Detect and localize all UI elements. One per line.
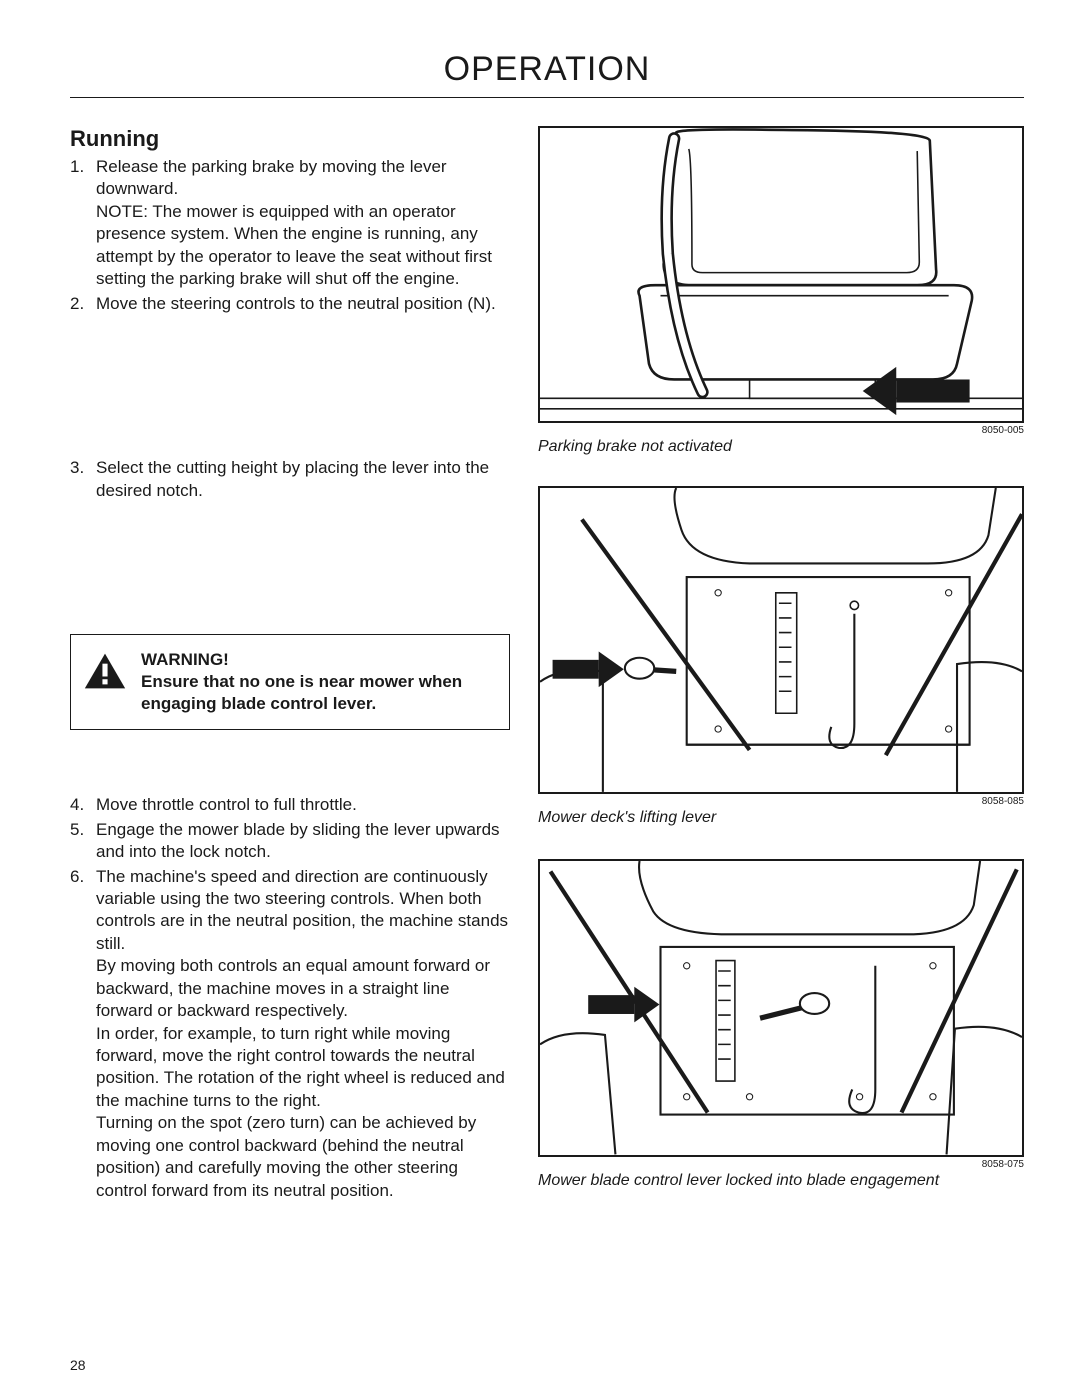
section-subhead: Running bbox=[70, 126, 510, 152]
step-text: Move throttle control to full throttle. bbox=[96, 794, 510, 816]
arrow-left-icon bbox=[863, 367, 970, 415]
title-rule bbox=[70, 97, 1024, 98]
step-number: 3. bbox=[70, 457, 96, 502]
step-number: 2. bbox=[70, 293, 96, 315]
steps-group-1: 1. Release the parking brake by moving t… bbox=[70, 156, 510, 315]
right-column: 8050-005 Parking brake not activated bbox=[538, 126, 1024, 1204]
arrow-right-icon bbox=[588, 987, 659, 1023]
steps-group-2: 3. Select the cutting height by placing … bbox=[70, 457, 510, 502]
step-item: 1. Release the parking brake by moving t… bbox=[70, 156, 510, 291]
step-text: Select the cutting height by placing the… bbox=[96, 457, 510, 502]
warning-body: Ensure that no one is near mower when en… bbox=[141, 671, 497, 715]
figure-parking-brake: 8050-005 Parking brake not activated bbox=[538, 126, 1024, 456]
figure-code: 8058-075 bbox=[538, 1159, 1024, 1170]
step-text: Engage the mower blade by sliding the le… bbox=[96, 819, 510, 864]
arrow-right-icon bbox=[553, 652, 624, 688]
figure-caption: Mower blade control lever locked into bl… bbox=[538, 1172, 1024, 1190]
step-text: The machine's speed and direction are co… bbox=[96, 866, 510, 1203]
step-item: 2. Move the steering controls to the neu… bbox=[70, 293, 510, 315]
warning-icon bbox=[83, 649, 127, 696]
step-item: 3. Select the cutting height by placing … bbox=[70, 457, 510, 502]
page: OPERATION Running 1. Release the parking… bbox=[0, 0, 1080, 1397]
page-number: 28 bbox=[70, 1357, 86, 1373]
figure-blade-control: 8058-075 Mower blade control lever locke… bbox=[538, 859, 1024, 1189]
figure-code: 8058-085 bbox=[538, 796, 1024, 807]
figure-code: 8050-005 bbox=[538, 425, 1024, 436]
step-number: 4. bbox=[70, 794, 96, 816]
warning-box: WARNING! Ensure that no one is near mowe… bbox=[70, 634, 510, 730]
figure-blade-control-svg bbox=[538, 859, 1024, 1156]
warning-text: WARNING! Ensure that no one is near mowe… bbox=[141, 649, 497, 715]
figure-lifting-lever-svg bbox=[538, 486, 1024, 794]
two-column-layout: Running 1. Release the parking brake by … bbox=[70, 126, 1024, 1204]
figure-caption: Parking brake not activated bbox=[538, 438, 1024, 456]
step-item: 6. The machine's speed and direction are… bbox=[70, 866, 510, 1203]
step-item: 4. Move throttle control to full throttl… bbox=[70, 794, 510, 816]
step-text: Move the steering controls to the neutra… bbox=[96, 293, 510, 315]
figure-parking-brake-svg bbox=[538, 126, 1024, 423]
step-number: 1. bbox=[70, 156, 96, 291]
warning-heading: WARNING! bbox=[141, 649, 497, 671]
figure-lifting-lever: 8058-085 Mower deck's lifting lever bbox=[538, 486, 1024, 827]
page-title: OPERATION bbox=[70, 50, 1024, 97]
step-text: Release the parking brake by moving the … bbox=[96, 156, 510, 291]
step-number: 6. bbox=[70, 866, 96, 1203]
step-number: 5. bbox=[70, 819, 96, 864]
step-item: 5. Engage the mower blade by sliding the… bbox=[70, 819, 510, 864]
steps-group-3: 4. Move throttle control to full throttl… bbox=[70, 794, 510, 1202]
left-column: Running 1. Release the parking brake by … bbox=[70, 126, 510, 1204]
figure-caption: Mower deck's lifting lever bbox=[538, 809, 1024, 827]
